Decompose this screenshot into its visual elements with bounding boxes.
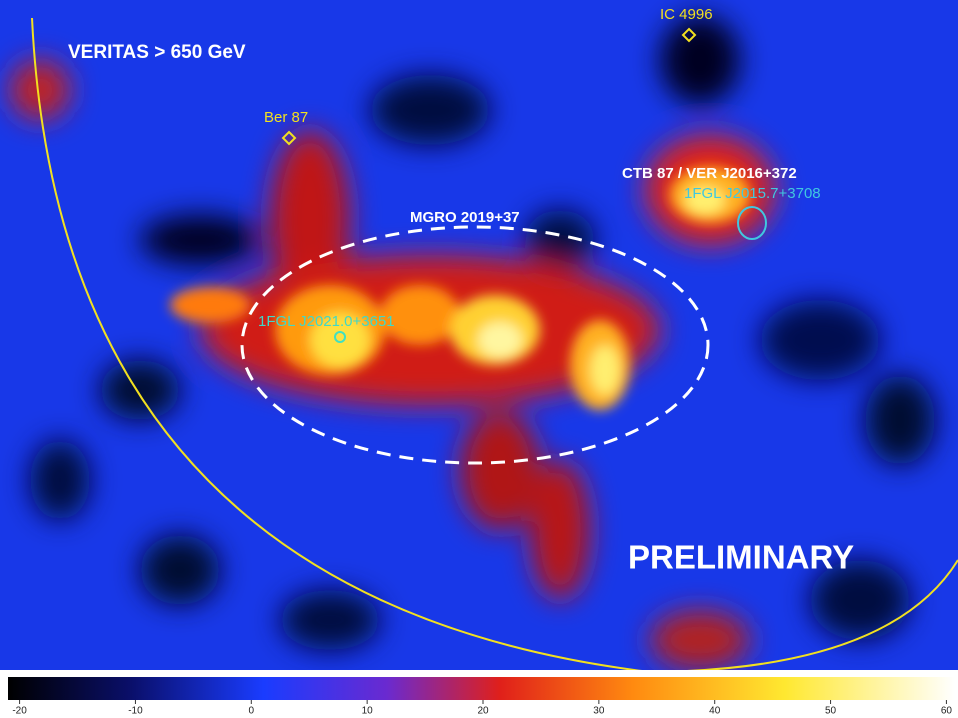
source-label: 1FGL J2021.0+3651 (258, 313, 395, 330)
colorbar-tick-label: 60 (941, 706, 953, 717)
source-label: Ber 87 (264, 109, 308, 126)
sky-map: VERITAS > 650 GeV IC 4996 Ber 87 CTB 87 … (0, 0, 958, 670)
mgro-ellipse (240, 225, 710, 465)
separator (0, 670, 958, 675)
colorbar-tick-label: -20 (12, 706, 27, 717)
colorbar-tick-label: 40 (709, 706, 721, 717)
colorbar-tick-label: 20 (477, 706, 489, 717)
colorbar-tick-label: 30 (593, 706, 605, 717)
colorbar-tick-label: 10 (362, 706, 374, 717)
colorbar-tick-label: -10 (128, 706, 143, 717)
marker-ber87 (281, 130, 297, 146)
map-title: VERITAS > 650 GeV (68, 42, 246, 63)
marker-fgl-a (737, 206, 767, 240)
watermark: PRELIMINARY (628, 539, 854, 576)
colorbar-ticks: -20 -10 0 10 20 30 40 50 60 (12, 700, 952, 717)
source-label: 1FGL J2015.7+3708 (684, 185, 821, 202)
colorbar-tick-label: 0 (249, 706, 255, 717)
source-label: MGRO 2019+37 (410, 209, 520, 226)
colorbar-tick-label: 50 (825, 706, 837, 717)
source-label: CTB 87 / VER J2016+372 (622, 165, 797, 182)
field-boundary (31, 17, 958, 670)
marker-ic4996 (681, 27, 697, 43)
colorbar (8, 677, 955, 700)
marker-fgl-b (334, 331, 346, 343)
source-label: IC 4996 (660, 6, 713, 23)
